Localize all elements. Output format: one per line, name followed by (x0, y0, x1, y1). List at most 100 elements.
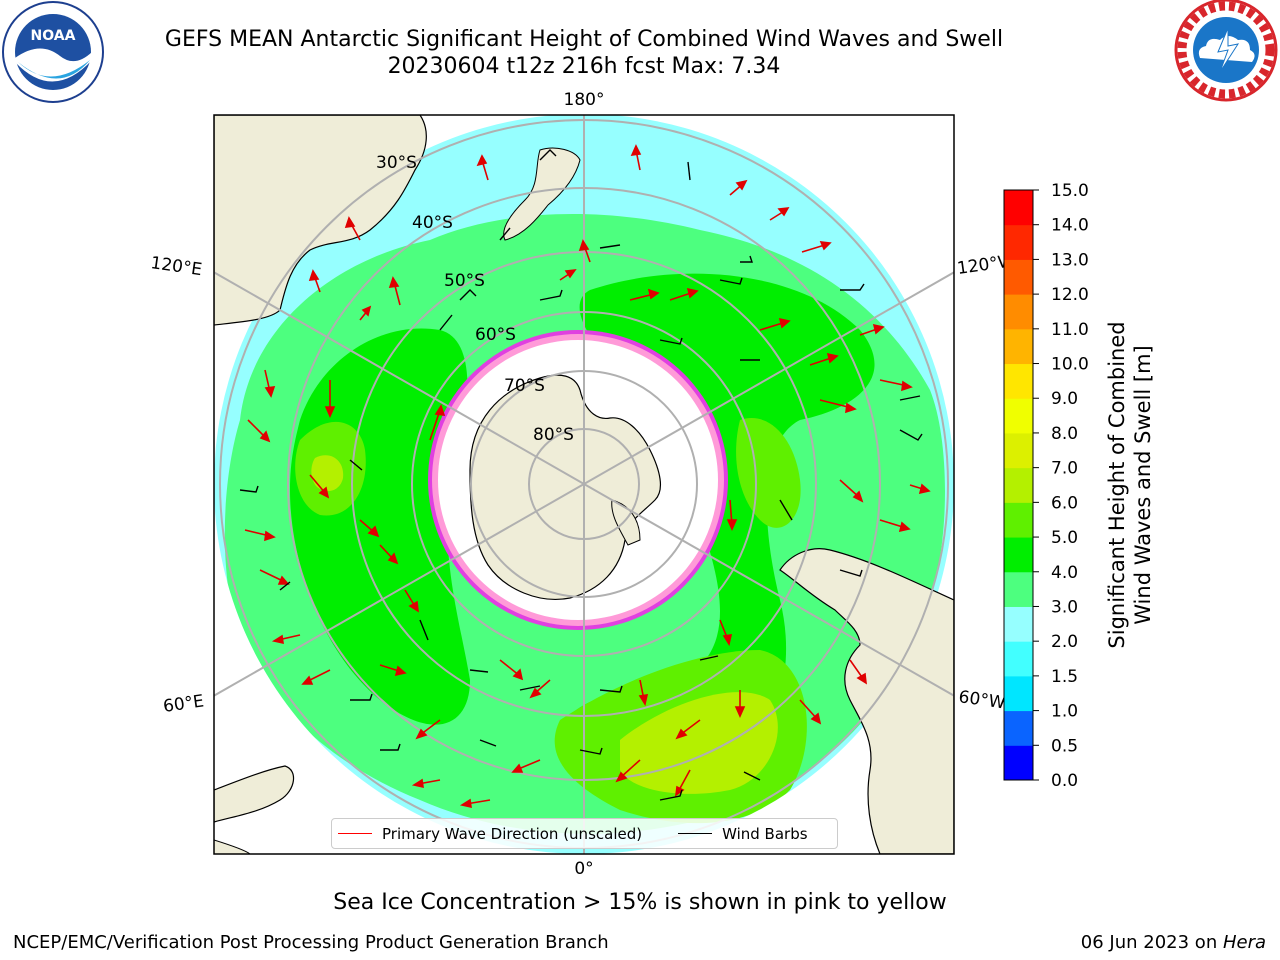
wind-barb (659, 337, 683, 345)
colorbar-tick-label: 1.5 (1051, 667, 1078, 687)
chart-subtitle: 20230604 t12z 216h fcst Max: 7.34 (387, 54, 781, 79)
wind-barb (349, 459, 363, 471)
colorbar-swatch (1004, 537, 1033, 573)
colorbar-swatch (1004, 641, 1033, 677)
wave-arrow (638, 679, 649, 707)
colorbar-tick-label: 2.0 (1051, 632, 1078, 652)
colorbar-swatch (1004, 328, 1033, 365)
colorbar-tick-label: 5.0 (1051, 528, 1078, 548)
colorbar-label: Significant Height of Combined Wind Wave… (1105, 321, 1155, 648)
wave-arrow (308, 269, 321, 293)
national-weather-service-logo (1174, 0, 1278, 102)
colorbar-swatch (1004, 745, 1033, 781)
label-180: 180° (564, 90, 605, 110)
graticule-meridians (214, 115, 954, 854)
colorbar-swatch (1004, 502, 1033, 538)
wave-arrow (264, 369, 276, 398)
label-60s: 60°S (475, 325, 516, 345)
label-70s: 70°S (504, 376, 545, 396)
wind-barb (579, 747, 603, 755)
label-80s: 80°S (533, 425, 574, 445)
wave-arrow (271, 634, 301, 645)
colorbar-tick-label: 8.0 (1051, 424, 1078, 444)
wind-barb (419, 619, 429, 641)
primary-wave-arrows (244, 144, 931, 809)
colorbar-tick-label: 14.0 (1051, 216, 1089, 236)
wave-arrow (719, 619, 733, 647)
wave-arrow (359, 305, 372, 321)
wind-barb (499, 227, 511, 241)
colorbar-tick-label: 3.0 (1051, 597, 1078, 617)
colorbar-tick-label: 13.0 (1051, 250, 1089, 270)
wind-barb (479, 739, 497, 747)
colorbar-tick-label: 10.0 (1051, 355, 1089, 375)
wind-barbs (239, 149, 923, 801)
wave-arrow (879, 379, 913, 392)
wave-arrow (809, 352, 839, 366)
colorbar-tick-label: 6.0 (1051, 493, 1078, 513)
wave-arrow (675, 719, 701, 740)
footer-date: 06 Jun 2023 on Hera (1081, 932, 1266, 953)
wave-arrow (429, 404, 446, 441)
colorbar-tick-label: 4.0 (1051, 563, 1078, 583)
wave-arrow (388, 276, 401, 306)
wind-barb (899, 429, 923, 441)
colorbar-tick-label: 1.0 (1051, 702, 1078, 722)
colorbar-tick-label: 15.0 (1051, 181, 1089, 201)
svg-text:Wind Waves and Swell [m]: Wind Waves and Swell [m] (1131, 345, 1155, 625)
wind-barb (599, 685, 623, 693)
chart-title: GEFS MEAN Antarctic Significant Height o… (164, 27, 1004, 52)
colorbar-swatch (1004, 363, 1033, 399)
wind-barb (699, 655, 719, 661)
colorbar-swatch (1004, 571, 1033, 607)
wave-arrow (529, 679, 551, 699)
wind-barb (899, 395, 921, 401)
wind-barb (687, 161, 691, 181)
sea-ice-note: Sea Ice Concentration > 15% is shown in … (333, 890, 947, 915)
footer-machine: Hera (1222, 932, 1266, 953)
colorbar-swatch (1004, 190, 1033, 226)
wave-arrow (459, 798, 491, 809)
label-60w: 60°W (957, 687, 1006, 713)
wave-arrow (859, 323, 885, 336)
wave-arrow (909, 483, 931, 495)
wave-arrow (879, 519, 911, 533)
wave-arrow (379, 544, 399, 565)
wave-arrow (476, 154, 489, 181)
colorbar-swatch (1004, 606, 1033, 642)
colorbar-swatch (1004, 432, 1033, 469)
wave-arrow (801, 241, 832, 253)
wave-arrow (726, 499, 738, 531)
wind-barb (840, 283, 865, 291)
wave-arrow (630, 144, 642, 171)
colorbar-frame (1003, 189, 1034, 781)
map-frame (213, 114, 955, 855)
wind-barb (380, 743, 401, 751)
wave-arrow (415, 719, 441, 740)
wind-barb (279, 581, 291, 591)
wind-barb (469, 669, 489, 673)
australia-landmass (214, 115, 427, 326)
svg-text:Significant Height of Combined: Significant Height of Combined (1105, 321, 1129, 648)
wave-arrow (359, 519, 380, 538)
label-60e: 60°E (162, 691, 205, 716)
colorbar-tick-label: 0.5 (1051, 736, 1078, 756)
colorbar-tick-label: 0.0 (1051, 771, 1078, 791)
wave-arrow (559, 269, 577, 281)
wave-arrow (729, 179, 748, 196)
colorbar: 0.0 0.5 1.0 1.5 2.0 3.0 4.0 5.0 6.0 7.0 8.0 9.0 10.0… (1003, 181, 1089, 791)
wind-barb (599, 244, 621, 249)
wave-arrow (734, 690, 746, 718)
colorbar-swatch (1004, 224, 1033, 260)
colorbar-swatch (1004, 710, 1033, 746)
wave-arrow (404, 589, 419, 613)
colorbar-tick-label: 7.0 (1051, 459, 1078, 479)
wind-barb (659, 789, 683, 801)
south-america-landmass (779, 548, 954, 854)
africa-landmass (214, 765, 294, 823)
wave-arrow (379, 664, 407, 677)
wind-barb (539, 149, 557, 161)
wind-barb (239, 485, 259, 493)
noaa-logo: NOAA (2, 1, 104, 103)
wind-barb (719, 277, 743, 285)
